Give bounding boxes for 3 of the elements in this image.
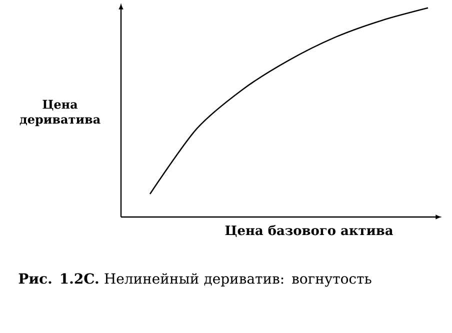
text: Рис. 1.2C. Нелинейный дериватив: вогнутость — [18, 273, 372, 287]
y-axis-title: Цена дериватива — [20, 100, 100, 126]
x-axis-title: Цена базового актива — [225, 224, 393, 238]
